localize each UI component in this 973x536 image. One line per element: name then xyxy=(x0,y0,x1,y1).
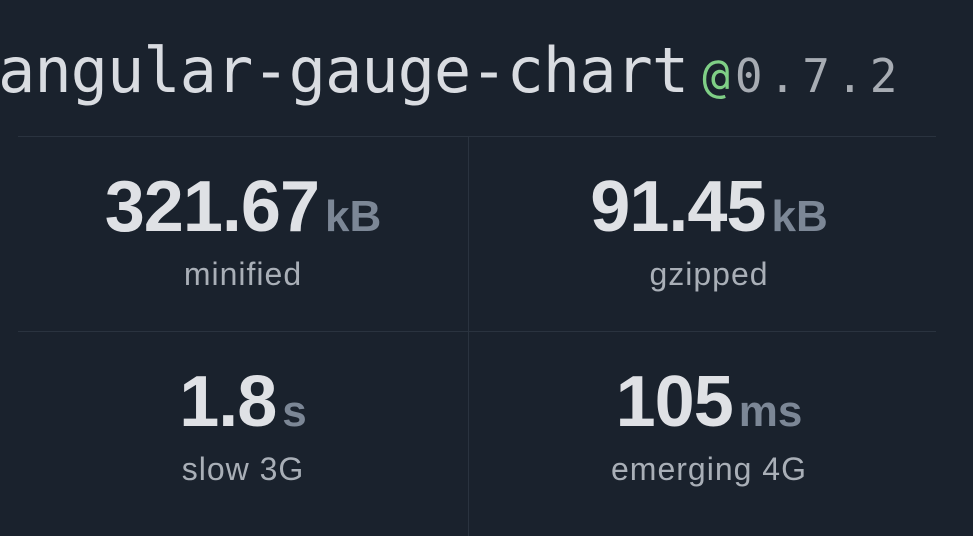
stat-label: emerging 4G xyxy=(611,451,807,487)
stats-grid: 321.67 kB minified 91.45 kB gzipped 1.8 s s… xyxy=(18,136,936,536)
stat-label: slow 3G xyxy=(181,451,305,487)
stat-unit: kB xyxy=(771,192,828,241)
stat-gzipped: 91.45 kB gzipped xyxy=(484,136,934,331)
stat-label: minified xyxy=(183,256,303,292)
stat-value: 1.8 xyxy=(179,362,277,442)
package-version[interactable]: 0.7.2 xyxy=(734,49,904,103)
stat-unit: kB xyxy=(324,192,382,241)
divider xyxy=(18,136,936,137)
divider xyxy=(468,136,469,536)
stat-value: 91.45 xyxy=(590,167,766,247)
stat-slow-3g: 1.8 s slow 3G xyxy=(18,331,468,526)
divider xyxy=(18,331,936,332)
stat-value: 105 xyxy=(615,362,734,442)
stat-value: 321.67 xyxy=(104,167,320,247)
stat-minified: 321.67 kB minified xyxy=(18,136,468,331)
stat-unit: s xyxy=(282,387,307,436)
stat-label: gzipped xyxy=(649,256,769,292)
package-title: angular-gauge-chart @0.7.2 xyxy=(0,34,903,107)
stat-unit: ms xyxy=(738,387,803,436)
stat-emerging-4g: 105 ms emerging 4G xyxy=(484,331,934,526)
package-name: angular-gauge-chart xyxy=(0,34,689,107)
at-sign: @ xyxy=(702,49,730,103)
